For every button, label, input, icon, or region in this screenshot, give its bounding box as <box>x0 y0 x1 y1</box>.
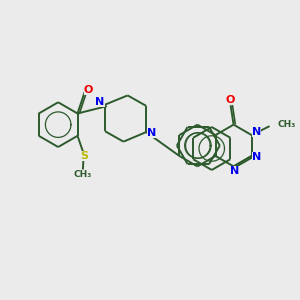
Text: CH₃: CH₃ <box>278 120 296 129</box>
Text: O: O <box>84 85 93 94</box>
Text: O: O <box>225 95 234 105</box>
Text: N: N <box>147 128 156 138</box>
Text: S: S <box>80 151 88 160</box>
Text: N: N <box>252 152 261 163</box>
Text: CH₃: CH₃ <box>74 170 92 179</box>
Text: N: N <box>95 97 104 107</box>
Text: N: N <box>252 127 261 136</box>
Text: N: N <box>230 166 240 176</box>
